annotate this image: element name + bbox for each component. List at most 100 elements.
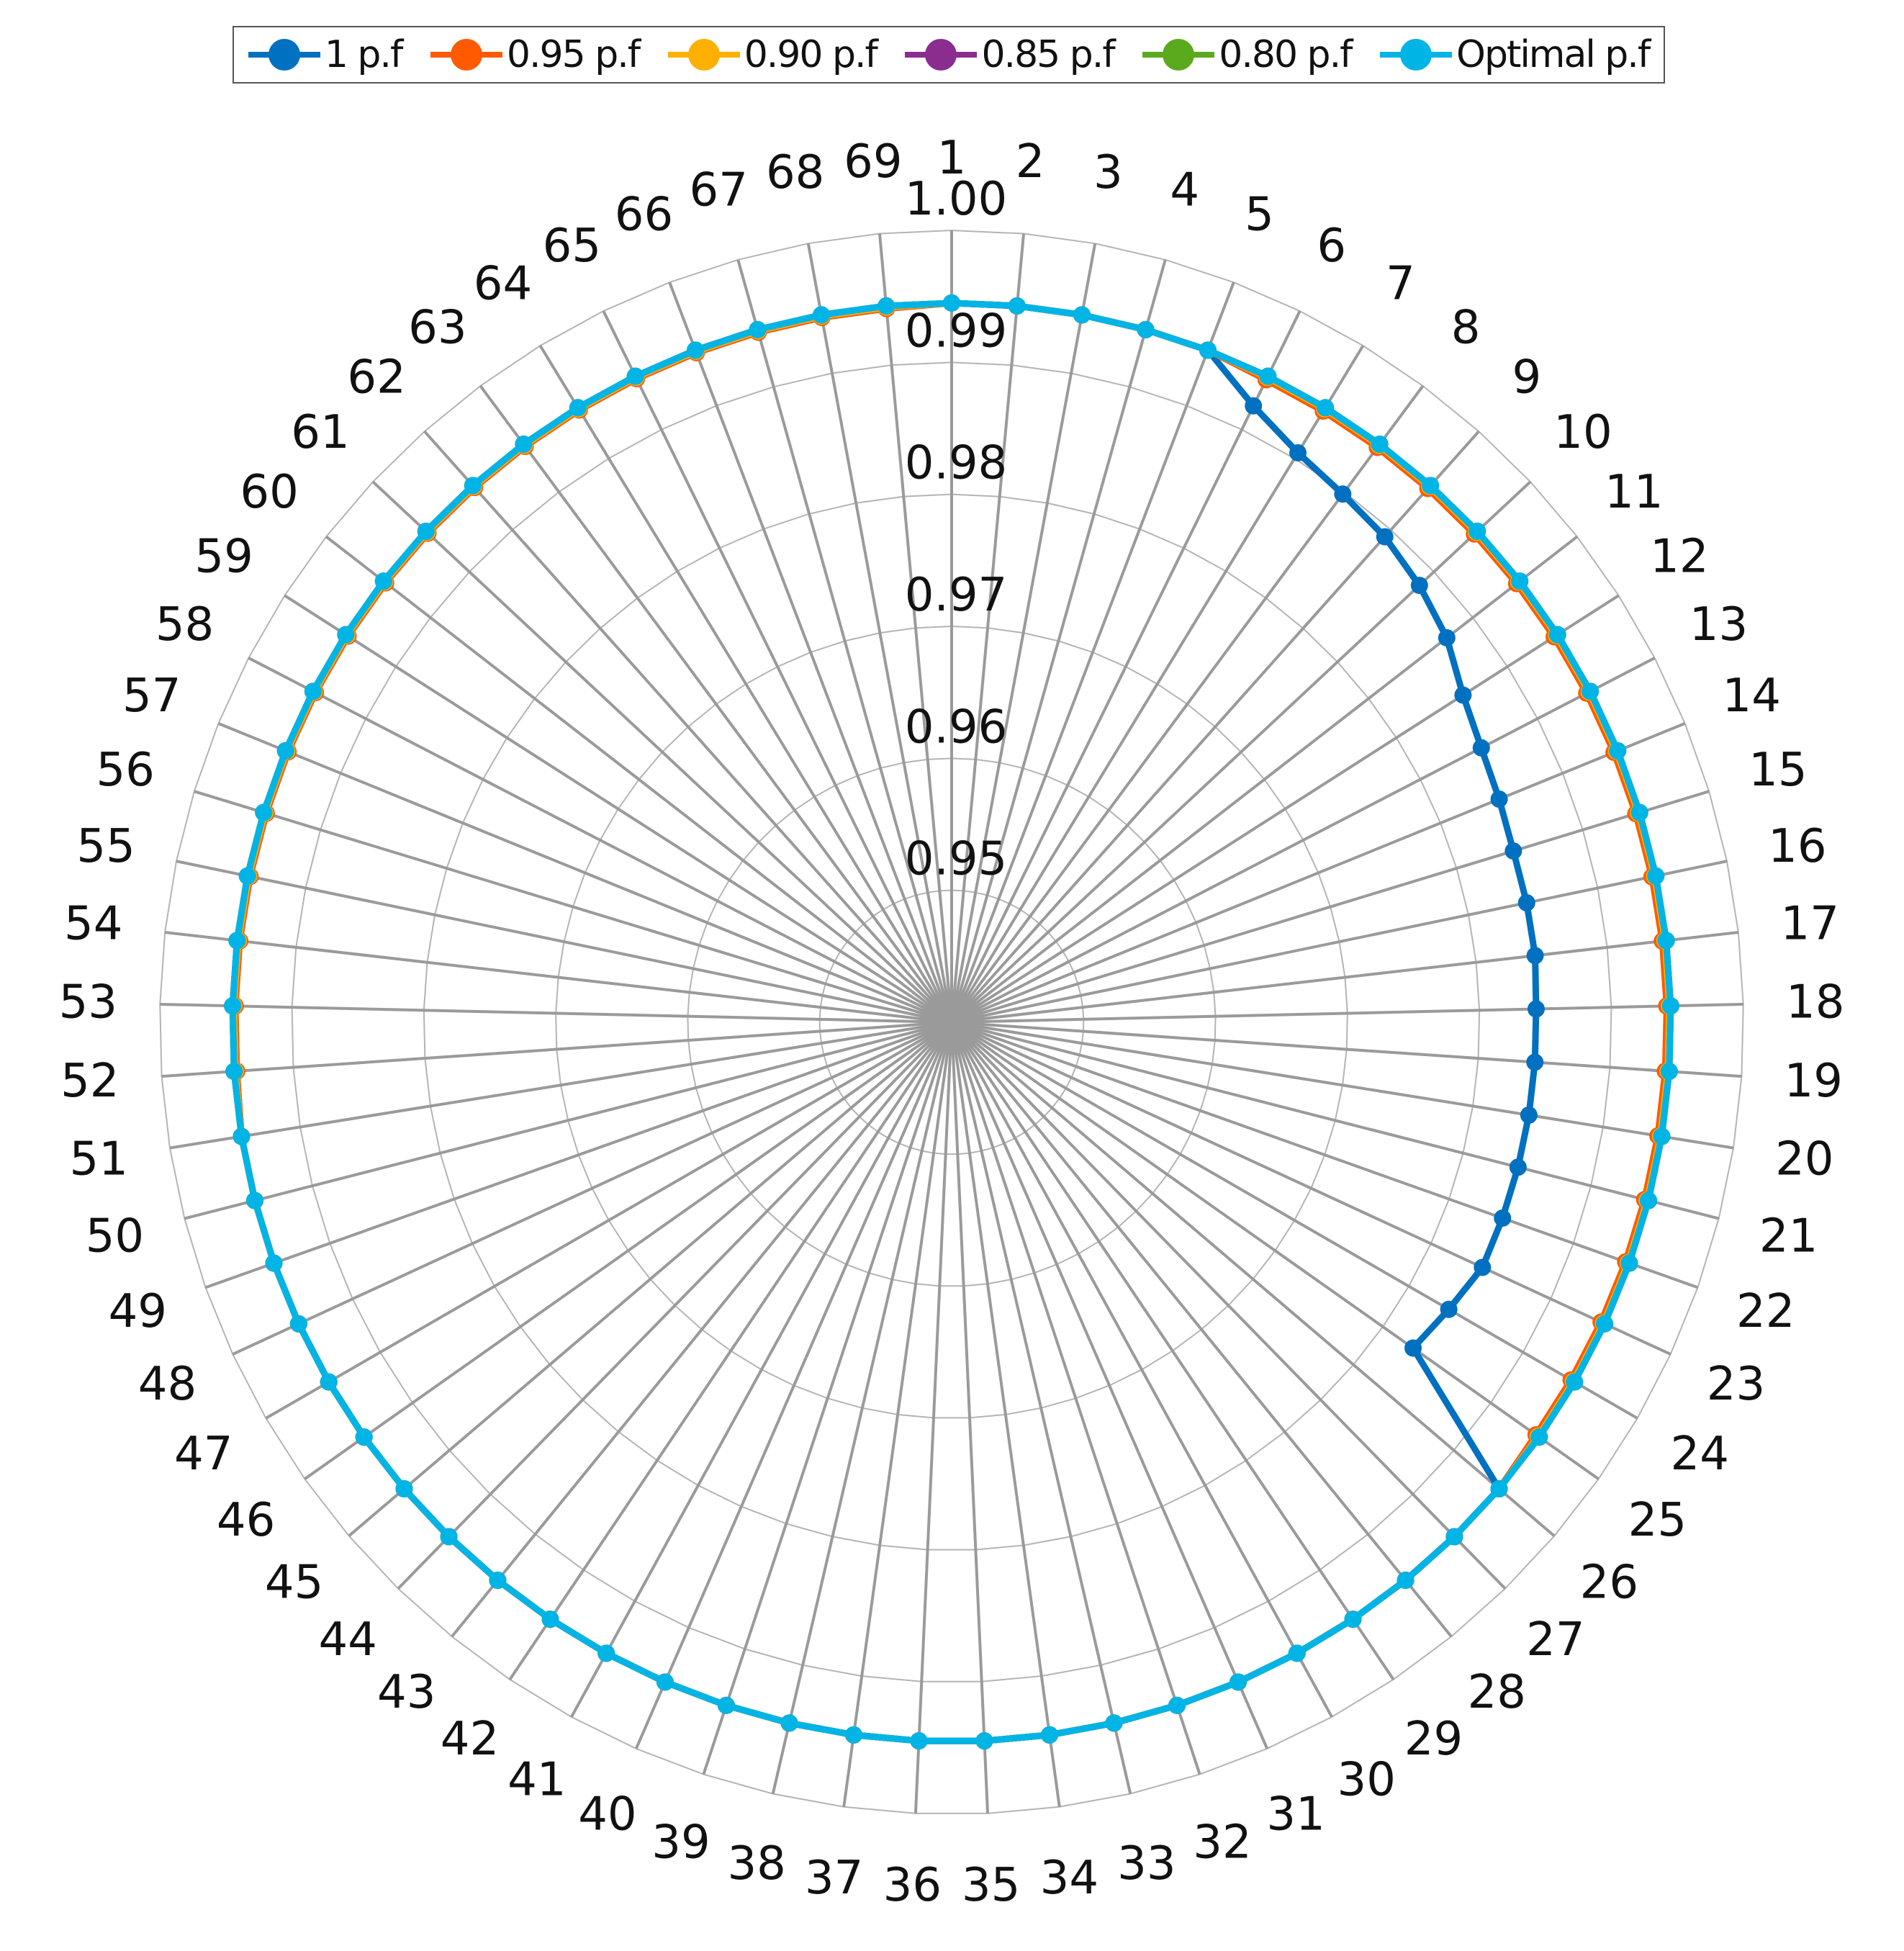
spoke-line xyxy=(702,1022,953,1775)
category-label: 3 xyxy=(1093,146,1123,199)
category-label: 68 xyxy=(766,146,824,199)
legend-label: 0.85 p.f xyxy=(981,33,1115,76)
category-label: 57 xyxy=(122,670,181,723)
spoke-line xyxy=(950,1021,1453,1638)
spoke-line xyxy=(950,480,1532,1024)
spoke-line xyxy=(397,1021,953,1590)
category-label: 40 xyxy=(578,1788,636,1842)
data-point xyxy=(225,1063,243,1081)
spoke-line xyxy=(950,1022,990,1813)
tick-label: 0.98 xyxy=(905,437,1008,490)
data-point xyxy=(1630,803,1648,821)
spoke-line xyxy=(169,1021,952,1150)
spoke-line xyxy=(176,860,952,1024)
data-point xyxy=(320,1373,338,1391)
spoke-line xyxy=(951,657,1656,1024)
spoke-line xyxy=(304,1021,953,1480)
spoke-line xyxy=(371,480,953,1024)
data-point xyxy=(1445,1528,1463,1546)
spoke-line xyxy=(160,1002,952,1024)
category-label: 47 xyxy=(174,1428,233,1481)
spoke-line xyxy=(950,1022,1061,1808)
series-line xyxy=(229,299,1674,1744)
spoke-line xyxy=(950,1021,1638,1420)
tick-label: 1.00 xyxy=(905,173,1008,226)
spoke-line xyxy=(951,1021,1742,1078)
spoke-line xyxy=(842,1022,953,1808)
data-point xyxy=(1511,572,1529,590)
data-point xyxy=(1517,894,1535,912)
data-point xyxy=(780,1714,798,1732)
category-label: 25 xyxy=(1628,1494,1687,1547)
category-label: 28 xyxy=(1468,1666,1526,1719)
data-point xyxy=(1008,297,1026,315)
spoke-line xyxy=(634,1022,953,1749)
category-label: 66 xyxy=(615,189,673,242)
spoke-line xyxy=(248,657,952,1024)
legend-label: 0.80 p.f xyxy=(1219,33,1353,76)
spoke-line xyxy=(950,1021,1395,1680)
legend-swatch xyxy=(905,39,978,71)
data-point xyxy=(1566,1373,1584,1391)
spoke-line xyxy=(284,594,953,1024)
spoke-line xyxy=(950,1021,1556,1537)
radar-grid xyxy=(159,229,1744,1814)
category-label: 4 xyxy=(1170,163,1199,217)
category-label: 26 xyxy=(1580,1556,1638,1609)
legend-item: 1 p.f xyxy=(248,33,403,76)
data-point xyxy=(1661,997,1679,1015)
spoke-line xyxy=(736,259,953,1023)
data-point xyxy=(238,867,256,885)
data-point xyxy=(289,1315,307,1333)
spoke-line xyxy=(265,1021,953,1420)
data-point xyxy=(1317,399,1335,417)
data-point xyxy=(1609,742,1627,760)
category-label: 62 xyxy=(347,351,405,405)
spoke-line xyxy=(950,233,1026,1023)
category-label: 1 xyxy=(937,132,967,185)
data-point xyxy=(1259,367,1277,385)
category-label: 41 xyxy=(507,1754,566,1807)
grid-ring xyxy=(423,493,1481,1551)
legend-label: 0.95 p.f xyxy=(506,33,641,76)
tick-label: 0.95 xyxy=(905,833,1008,886)
spoke-line xyxy=(913,1022,953,1813)
category-label: 67 xyxy=(690,163,748,217)
spoke-line xyxy=(204,1021,952,1289)
category-label: 8 xyxy=(1451,302,1481,355)
spoke-line xyxy=(806,243,953,1023)
category-label: 55 xyxy=(76,820,135,873)
data-point xyxy=(440,1528,458,1546)
category-label: 44 xyxy=(318,1613,376,1667)
spoke-line xyxy=(423,430,953,1024)
category-label: 51 xyxy=(69,1132,127,1186)
spoke-line xyxy=(348,1021,953,1537)
data-point xyxy=(395,1480,413,1498)
data-point xyxy=(1397,1572,1415,1590)
spoke-line xyxy=(951,860,1728,1024)
spoke-line xyxy=(950,243,1097,1023)
series-5 xyxy=(224,294,1679,1750)
spoke-line xyxy=(950,430,1480,1024)
legend-swatch xyxy=(667,39,740,71)
data-point xyxy=(569,399,587,417)
category-label: 20 xyxy=(1775,1132,1833,1186)
data-point xyxy=(1168,1696,1186,1714)
data-point xyxy=(224,997,242,1015)
grid-ring xyxy=(159,229,1744,1814)
data-point xyxy=(1245,397,1263,415)
category-label: 6 xyxy=(1317,220,1346,273)
grid-ring xyxy=(291,361,1612,1682)
data-point xyxy=(1454,686,1472,704)
category-label: 60 xyxy=(240,466,298,519)
data-point xyxy=(877,297,895,315)
grid-ring xyxy=(687,757,1217,1287)
spoke-line xyxy=(951,1021,1734,1150)
data-point xyxy=(1640,1191,1658,1209)
legend-swatch xyxy=(1142,39,1215,71)
legend-label: 1 p.f xyxy=(324,33,403,76)
legend-item: 0.85 p.f xyxy=(905,33,1116,76)
data-point xyxy=(515,436,533,454)
data-point xyxy=(541,1610,559,1628)
tick-label: 0.99 xyxy=(905,305,1008,358)
